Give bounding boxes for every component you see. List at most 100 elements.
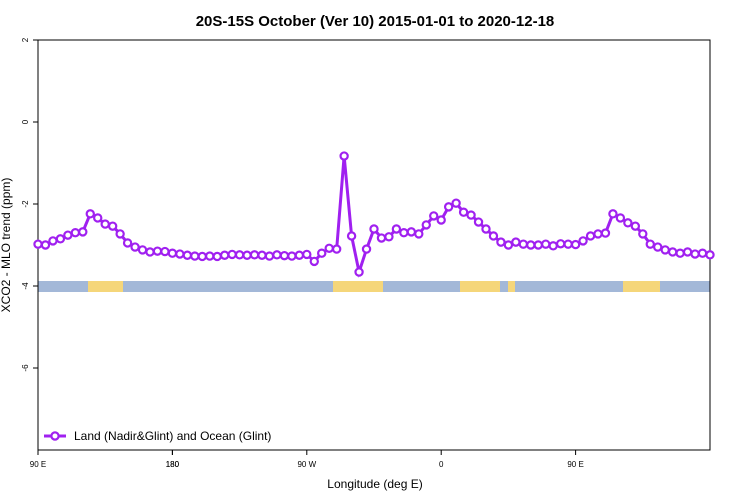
data-point [331,244,342,254]
land-strip [333,281,383,292]
data-point [63,230,73,240]
data-point [563,239,573,249]
data-point [496,237,506,247]
data-point [384,232,394,242]
data-point [443,202,454,212]
data-point [705,250,715,260]
data-point [406,227,417,237]
data-point [294,250,305,260]
data-point [414,229,424,239]
data-point [212,251,222,262]
data-point [107,221,118,231]
legend-label: Land (Nadir&Glint) and Ocean (Glint) [74,429,271,443]
data-point [130,242,140,252]
y-tick-label: -2 [21,200,30,208]
data-point [249,250,260,260]
land-strip [88,281,123,292]
data-point [615,213,626,223]
data-point [115,229,125,239]
data-point [503,240,514,250]
data-point [458,207,469,217]
data-point [570,239,581,250]
land-strip [460,281,500,292]
x-tick-label: 90 E [30,460,46,469]
land-strip [623,281,660,292]
data-point [608,209,618,219]
data-point [48,236,58,246]
data-point [451,198,461,208]
data-point [324,243,334,253]
data-point [488,231,499,241]
data-point [585,231,596,241]
x-tick-label: 90 W [297,460,316,469]
data-point [317,248,327,258]
data-point [70,227,81,238]
data-point [578,236,588,246]
data-point [219,250,230,260]
data-point [33,239,43,249]
data-point [675,248,685,258]
data-point [526,240,536,250]
data-point [623,218,633,228]
data-point [264,251,275,261]
data-point [122,238,133,248]
data-point [257,250,267,260]
data-point [137,245,148,255]
data-point [160,246,170,257]
data-point [518,239,529,249]
data-point [391,224,402,234]
chart-title: 20S-15S October (Ver 10) 2015-01-01 to 2… [196,13,555,30]
data-point [399,227,409,238]
data-point [600,228,611,238]
x-tick-label: 180 [166,460,180,469]
data-point [197,251,207,262]
data-point [55,234,66,244]
data-point [227,249,237,260]
data-point [167,248,178,258]
data-point [667,247,678,257]
data-point [466,210,476,220]
x-tick-label: 90 E [567,460,583,469]
data-point [690,249,700,259]
data-point [346,231,357,241]
data-point [145,247,155,257]
data-point [85,209,95,219]
data-point [429,211,439,221]
legend-marker [50,431,60,441]
y-tick-label: -4 [21,282,30,290]
data-point [541,239,551,249]
data-point [93,213,103,223]
y-tick-label: 0 [21,119,30,124]
data-point [152,246,163,256]
data-point [182,250,193,260]
data-point [309,256,319,267]
data-point [697,248,708,258]
data-point [175,249,185,259]
data-point [638,229,648,239]
data-point [533,240,543,250]
surface-mask [38,281,710,292]
data-point [272,250,282,260]
data-point [78,227,88,237]
data-point [234,250,245,260]
data-point [361,244,372,254]
x-tick-label: 180 [166,460,180,469]
x-tick-label: 0 [439,460,444,469]
data-point [100,219,110,229]
data-point [369,224,379,234]
data-point [279,250,290,261]
data-point [511,237,521,247]
y-tick-label: 2 [21,37,30,42]
data-point [421,220,431,230]
data-point [593,229,603,239]
y-axis-label: XCO2 - MLO trend (ppm) [0,178,13,313]
data-point [436,215,446,225]
x-axis-label: Longitude (deg E) [327,477,422,491]
data-point [653,242,663,252]
data-point [205,251,215,261]
data-point [354,267,364,277]
data-point [555,239,566,249]
data-point [376,233,387,243]
data-point [287,251,297,261]
